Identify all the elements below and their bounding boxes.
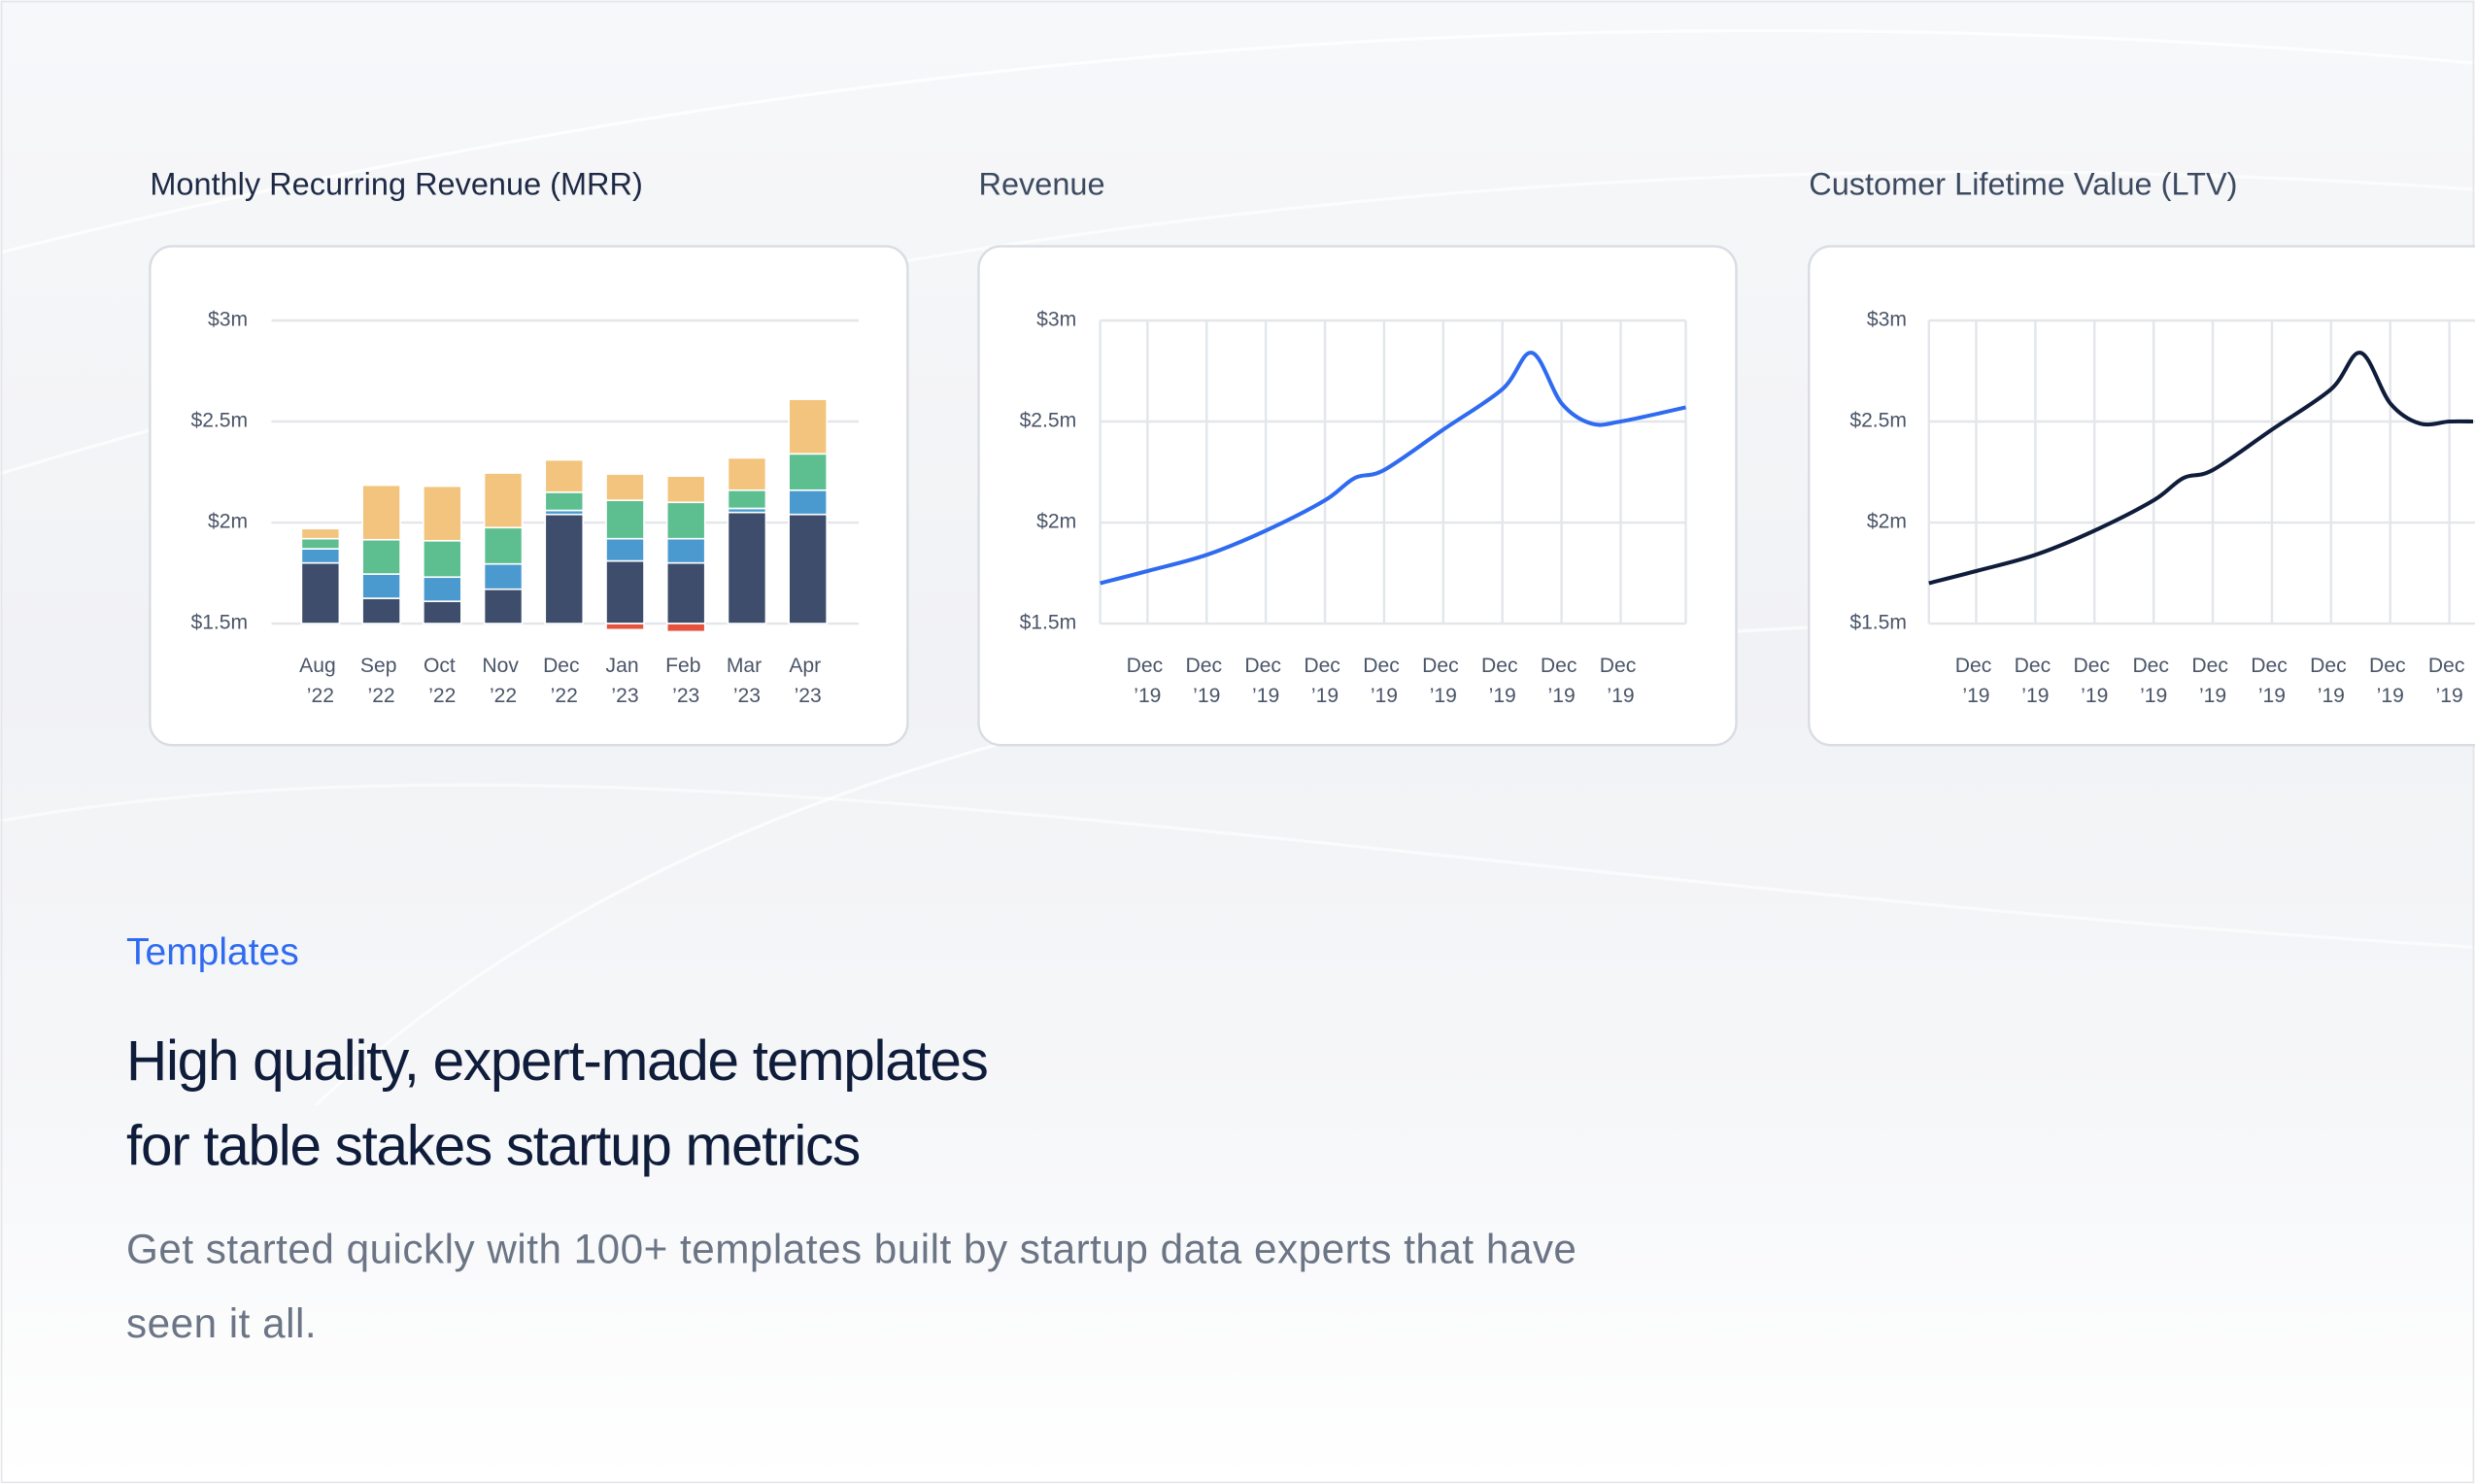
y-tick-label: $3m [1867, 309, 1907, 331]
x-tick-label: Feb ’23 [665, 655, 706, 707]
bar-segment [361, 538, 401, 575]
bar-segment [361, 597, 401, 624]
line-series [1928, 351, 2474, 586]
x-tick-label: Mar ’23 [727, 655, 767, 707]
x-tick-label: Dec ’19 [1541, 655, 1582, 707]
x-tick-label: Apr ’23 [789, 655, 827, 707]
x-tick-label: Dec ’22 [543, 655, 585, 707]
y-tick-label: $3m [1036, 309, 1076, 331]
x-tick-label: Dec ’19 [1481, 655, 1523, 707]
bar-segment [727, 511, 767, 624]
y-tick-label: $1.5m [1020, 612, 1077, 634]
x-tick-label: Dec ’19 [1244, 655, 1286, 707]
y-tick-label: $3m [208, 309, 248, 331]
heading-line: for table stakes startup metrics [126, 1112, 861, 1178]
x-tick-label: Dec ’19 [1304, 655, 1345, 707]
bar-segment [361, 573, 401, 599]
bar-segment [665, 623, 706, 633]
y-tick-label: $1.5m [1849, 612, 1907, 634]
x-tick-label: Dec ’19 [1363, 655, 1405, 707]
x-tick-label: Oct ’22 [424, 655, 461, 707]
bar-segment [544, 491, 585, 512]
y-tick-label: $2m [1867, 511, 1907, 533]
x-tick-label: Aug ’22 [299, 655, 341, 707]
y-tick-label: $2.5m [190, 410, 248, 432]
bar-segment [605, 499, 645, 540]
heading: High quality, expert-made templates for … [126, 1018, 989, 1189]
bg-wave [0, 28, 2475, 254]
bar-segment [788, 489, 828, 516]
heading-line: High quality, expert-made templates [126, 1028, 989, 1093]
bar-segment [423, 576, 462, 602]
bar-segment [605, 473, 645, 501]
line-series [1100, 351, 1686, 586]
x-tick-label: Dec ’19 [1600, 655, 1642, 707]
bar-segment [665, 501, 706, 540]
x-tick-label: Dec ’19 [1955, 655, 1997, 707]
y-tick-label: $2m [208, 511, 248, 533]
bar-segment [605, 537, 645, 562]
bar-segment [788, 398, 828, 455]
bar-segment [361, 484, 401, 541]
bar-segment [483, 588, 524, 624]
bar-segment [727, 489, 767, 510]
bar-segment [665, 475, 706, 504]
bar-segment [727, 456, 767, 491]
bar-segment [423, 600, 462, 624]
x-tick-label: Dec ’19 [2428, 655, 2470, 707]
bar-segment [483, 562, 524, 590]
x-tick-label: Dec ’19 [2369, 655, 2411, 707]
bar-segment [665, 561, 706, 624]
body-text: Get started quickly with 100+ templates … [126, 1225, 1577, 1347]
y-tick-label: $1.5m [190, 612, 248, 634]
x-tick-label: Dec ’19 [2132, 655, 2174, 707]
bar-segment [788, 513, 828, 624]
bar-segment [544, 513, 585, 624]
x-tick-label: Dec ’19 [2015, 655, 2056, 707]
y-tick-label: $2m [1036, 511, 1076, 533]
x-tick-label: Dec ’19 [2251, 655, 2292, 707]
bar-segment [483, 472, 524, 529]
bar-segment [300, 548, 341, 564]
chart-title: Revenue [979, 166, 1105, 201]
chart-title: Monthly Recurring Revenue (MRR) [150, 166, 642, 201]
bg-wave [0, 783, 2475, 949]
bar-segment [483, 526, 524, 565]
x-tick-label: Dec ’19 [2191, 655, 2233, 707]
bar-segment [544, 458, 585, 493]
x-tick-label: Dec ’19 [1422, 655, 1464, 707]
bar-segment [605, 623, 645, 631]
y-tick-label: $2.5m [1849, 410, 1907, 432]
x-tick-label: Dec ’19 [1186, 655, 1228, 707]
bar-segment [665, 537, 706, 564]
x-tick-label: Dec ’19 [2310, 655, 2352, 707]
bar-segment [423, 485, 462, 542]
y-tick-label: $2.5m [1020, 410, 1077, 432]
bar-segment [605, 559, 645, 624]
x-tick-label: Dec ’19 [1127, 655, 1169, 707]
x-tick-label: Sep ’22 [360, 655, 402, 707]
bar-segment [300, 561, 341, 624]
x-tick-label: Jan ’23 [606, 655, 645, 707]
bar-segment [300, 527, 341, 540]
bar-segment [788, 453, 828, 491]
eyebrow: Templates [126, 931, 299, 974]
bar-segment [300, 537, 341, 550]
chart-title: Customer Lifetime Value (LTV) [1809, 166, 2237, 201]
bar-segment [423, 539, 462, 579]
x-tick-label: Dec ’19 [2074, 655, 2116, 707]
x-tick-label: Nov ’22 [482, 655, 524, 707]
